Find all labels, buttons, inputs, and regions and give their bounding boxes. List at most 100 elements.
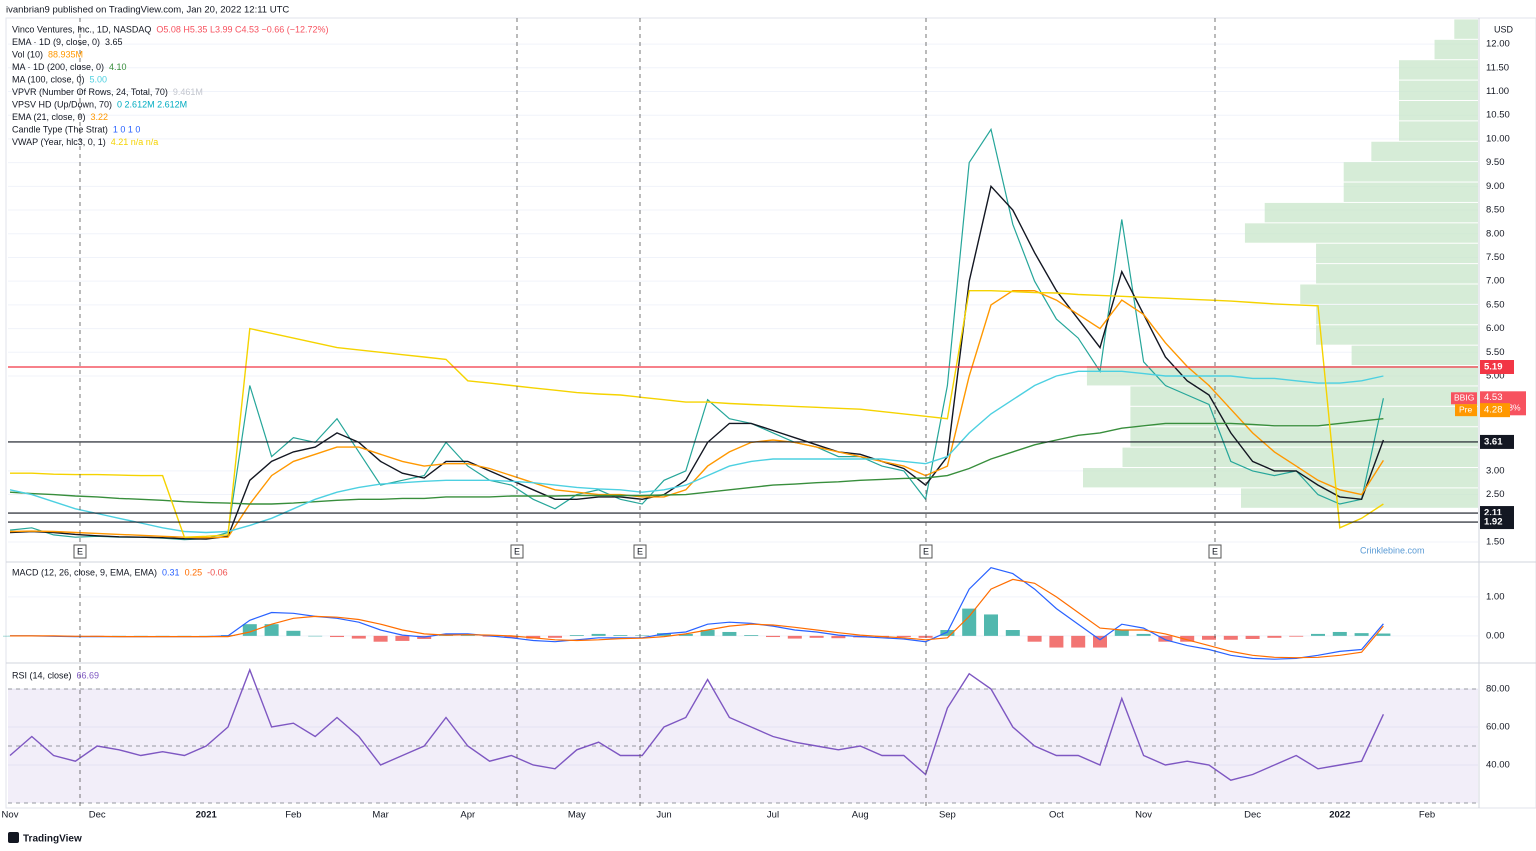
y-tick-label: 0.00 [1486, 630, 1505, 641]
histogram-bar [1093, 635, 1107, 648]
legend-label: MA · 1D (200, close, 0) [12, 62, 104, 72]
histogram-bar [1202, 635, 1216, 640]
histogram-bar [1158, 635, 1173, 642]
volume-profile-bar [1316, 304, 1478, 325]
legend-label: EMA · 1D (9, close, 0) [12, 37, 100, 47]
x-tick-label: Mar [372, 810, 388, 821]
y-tick-label: 80.00 [1486, 683, 1510, 694]
series-line [9, 667, 1385, 781]
volume-profile-bar [1343, 162, 1478, 182]
pre-tag [1455, 404, 1477, 417]
x-tick-label: Aug [852, 810, 869, 821]
x-tick-label: Sep [939, 810, 956, 821]
level-tag-label: 5.19 [1484, 362, 1503, 373]
legend-value: 0.31 [162, 567, 180, 577]
y-tick-label: 5.50 [1486, 347, 1505, 358]
earnings-box [633, 544, 647, 559]
symbol-tag-label: BBIG [1454, 393, 1474, 403]
earnings-box [1208, 544, 1222, 559]
x-tick-label: Jun [656, 810, 671, 821]
histogram-bar [460, 635, 475, 636]
panes [5, 17, 1536, 809]
histogram-bar [984, 614, 998, 636]
x-tick-label: Apr [460, 810, 475, 821]
histogram-bar [286, 630, 301, 636]
volume-profile-bar [1454, 19, 1478, 39]
histogram-bar [1311, 633, 1325, 636]
histogram-bar [1245, 635, 1260, 639]
legend-label: MA (100, close, 0) [12, 74, 85, 84]
histogram-bar [744, 635, 759, 636]
volume-profile-bar [1122, 447, 1478, 468]
y-tick-label: 3.00 [1486, 465, 1505, 476]
histogram-bar [766, 635, 780, 638]
histogram-bar [373, 635, 388, 642]
y-tick-label: 10.50 [1486, 110, 1510, 121]
price-tag-value: 4.53 [1484, 392, 1503, 403]
volume-profile-bar [1343, 182, 1478, 202]
volume-profile-bar [1244, 223, 1478, 243]
legend-label: VPSV HD (Up/Down, 70) [12, 99, 112, 109]
earnings-label: E [514, 546, 520, 556]
y-tick-label: 11.50 [1486, 62, 1509, 73]
volume-profile-bar [1399, 121, 1478, 141]
histogram-bar [1289, 635, 1304, 637]
histogram-bar [395, 635, 410, 641]
histogram-bar [504, 635, 519, 638]
series-line [9, 184, 1385, 540]
x-tick-label: Feb [285, 810, 301, 821]
histogram-bar [831, 635, 846, 639]
volume-profile-bar [1399, 60, 1478, 80]
series-line [9, 127, 1384, 541]
y-tick-label: 6.00 [1486, 323, 1505, 334]
histogram-bar [1114, 630, 1129, 636]
histogram-bar [940, 630, 955, 636]
volume-profile-bar [1371, 141, 1478, 162]
earnings-box [510, 544, 524, 559]
histogram-bar [787, 635, 802, 639]
histogram-bar [1332, 631, 1347, 636]
x-tick-label: 2022 [1329, 810, 1350, 821]
volume-profile-bar [1086, 366, 1478, 386]
level-tag-label: 3.61 [1484, 436, 1503, 447]
histogram-bar [896, 635, 911, 638]
histogram-bar [330, 635, 344, 638]
volume-profile-bar [1316, 243, 1478, 264]
legend-value: 88.935M [48, 49, 83, 59]
histogram-bar [591, 633, 606, 636]
y-tick-label: 2.50 [1486, 489, 1505, 500]
histogram-bar [809, 635, 824, 638]
level-tag-label: 1.92 [1484, 517, 1503, 528]
histogram-bar [1267, 635, 1282, 638]
volume-profile-bar [1241, 488, 1478, 508]
volume-profile-bar [1316, 325, 1478, 345]
histogram-bar [548, 635, 562, 638]
pre-tag-label: Pre [1459, 404, 1473, 414]
histogram-bar [722, 631, 737, 636]
x-tick-label: 2021 [196, 810, 218, 821]
series-line [10, 578, 1384, 659]
x-tick-label: Jul [767, 810, 779, 821]
histogram-bar [242, 624, 257, 636]
volume-profile-bar [1300, 284, 1478, 304]
level-tag-label: 2.11 [1484, 508, 1503, 519]
y-tick-label: 11.00 [1486, 86, 1509, 97]
pre-price-tag [1480, 403, 1510, 418]
legend-label: MACD (12, 26, close, 9, EMA, EMA) [12, 567, 157, 577]
legend-value: 3.65 [105, 37, 123, 47]
histogram-bar [1180, 635, 1195, 642]
volume-profile-bar [1083, 468, 1478, 488]
earnings-label: E [77, 546, 83, 556]
volume-profile-bar [1399, 100, 1478, 121]
histogram-bar [1027, 635, 1042, 642]
volume-profile-bar [1130, 386, 1478, 406]
pre-price-value: 4.28 [1484, 405, 1503, 416]
earnings-label: E [637, 546, 643, 556]
legend-label: VWAP (Year, hlc3, 0, 1) [12, 137, 106, 147]
earnings-box [73, 544, 87, 559]
volume-profile-bar [1399, 80, 1478, 100]
legend-value: O5.08 H5.35 L3.99 C4.53 −0.66 (−12.72%) [156, 24, 328, 34]
legend-value: 0 2.612M 2.612M [117, 99, 187, 109]
histogram-bar [678, 633, 693, 636]
